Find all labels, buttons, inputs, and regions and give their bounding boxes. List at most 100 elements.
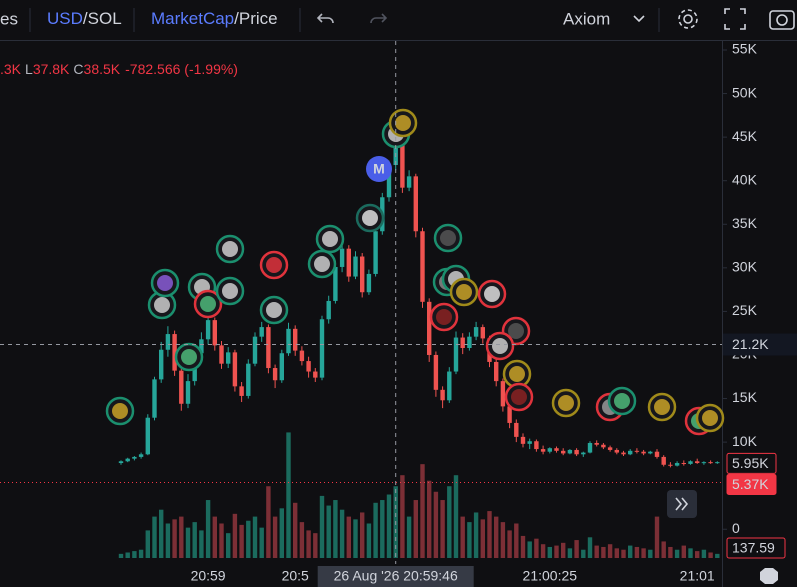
volume-bar	[185, 527, 191, 558]
volume-bar	[494, 516, 499, 558]
toolbar-cut: es	[0, 9, 18, 28]
price-label: 5.37K	[732, 476, 769, 492]
x-tick-label: 20:5	[282, 568, 309, 584]
volume-bar	[507, 530, 512, 558]
volume-bar	[219, 523, 224, 558]
volume-bar	[420, 464, 425, 558]
trade-marker-icon	[654, 399, 670, 415]
volume-bar	[159, 509, 164, 558]
volume-bar	[232, 513, 238, 558]
volume-bar	[132, 551, 137, 558]
candle-body	[246, 363, 251, 396]
volume-bar	[547, 546, 552, 558]
axis-settings	[760, 568, 778, 584]
candle-body	[279, 353, 284, 381]
candle-body	[199, 339, 204, 354]
candle-body	[634, 450, 640, 452]
volume-bar	[614, 548, 619, 558]
candle-body	[400, 131, 405, 188]
volume-bar	[540, 544, 546, 558]
dropdown-arrow[interactable]	[633, 15, 645, 23]
candle-body	[138, 454, 144, 457]
volume-bar	[346, 516, 351, 558]
volume-bar	[500, 522, 506, 558]
volume-bar	[581, 549, 586, 558]
candle-body	[159, 349, 164, 380]
candle-body	[641, 451, 646, 454]
redo[interactable]	[370, 13, 388, 24]
volume-bar	[386, 494, 392, 558]
volume-bar	[440, 500, 445, 558]
candle-body	[534, 441, 539, 450]
currency-toggle[interactable]: USD/SOL	[47, 9, 122, 28]
candle-body	[628, 450, 633, 455]
candle-body	[507, 406, 512, 423]
fullscreen[interactable]	[724, 8, 746, 30]
volume-bar	[299, 522, 305, 558]
candle-body	[688, 461, 693, 464]
volume-bar	[380, 500, 385, 558]
trade-marker-icon	[314, 256, 330, 272]
volume-bar	[587, 537, 593, 558]
volume-bar	[567, 548, 573, 558]
volume-bar	[701, 549, 707, 558]
volume-bar	[520, 535, 526, 558]
source-select[interactable]: Axiom	[563, 9, 610, 28]
mode-other[interactable]: /Price	[234, 9, 277, 28]
volume-bar	[306, 530, 311, 558]
candle-body	[554, 448, 559, 451]
volume-bar	[366, 523, 372, 558]
volume-bar	[326, 505, 331, 558]
candle-body	[226, 352, 231, 364]
candle-body	[514, 422, 519, 437]
volume-bar	[199, 530, 204, 558]
trade-marker-icon	[154, 297, 170, 313]
mode-toggle[interactable]: MarketCap/Price	[151, 9, 278, 28]
trade-marker-icon	[558, 395, 574, 411]
trade-marker-icon	[508, 323, 524, 339]
candle-body	[447, 371, 452, 401]
overlays: 21.2K 26 Aug '26 20:59:46 5.95K 5.37K 137.59	[0, 41, 797, 587]
candle-body	[185, 381, 191, 404]
candle-body	[266, 327, 271, 369]
candle-body	[145, 417, 150, 455]
candle-body	[581, 452, 586, 455]
candle-body	[587, 442, 593, 453]
volume-bar	[339, 509, 345, 558]
volume-bar	[239, 524, 244, 558]
volume-bar	[674, 549, 680, 558]
currency-other[interactable]: /SOL	[83, 9, 122, 28]
undo[interactable]	[316, 13, 334, 24]
trade-marker-icon	[395, 115, 411, 131]
candle-body	[172, 334, 177, 371]
y-tick-label: 25K	[732, 302, 758, 318]
price-label: 5.95K	[732, 455, 769, 471]
volume-bar	[118, 553, 124, 558]
volume-bar	[152, 516, 157, 558]
volume-bar	[179, 516, 184, 558]
volume-bar	[259, 527, 264, 558]
trade-marker-icon	[266, 257, 282, 273]
currency-active[interactable]: USD	[47, 9, 83, 28]
trade-marker-icon	[436, 309, 452, 325]
screenshot[interactable]	[769, 10, 795, 30]
candle-body	[648, 451, 653, 454]
y-tick-label: 40K	[732, 171, 758, 187]
trade-marker-icon	[322, 231, 338, 247]
volume-bar	[400, 475, 405, 558]
settings[interactable]	[678, 9, 698, 29]
volume-bar	[628, 545, 633, 558]
volume-bar	[473, 512, 479, 558]
legend-key: C	[73, 61, 83, 77]
volume-bar	[172, 519, 177, 558]
crosshair-y-box	[723, 333, 797, 356]
volume-bar	[601, 546, 606, 558]
candle-body	[239, 386, 244, 396]
candle-body	[420, 231, 425, 302]
mode-active[interactable]: MarketCap	[151, 9, 234, 28]
volume-bar	[708, 552, 713, 558]
candle-body	[453, 337, 459, 372]
x-tick-label: 20:59	[191, 568, 226, 584]
x-tick-label: 21:01	[680, 568, 715, 584]
